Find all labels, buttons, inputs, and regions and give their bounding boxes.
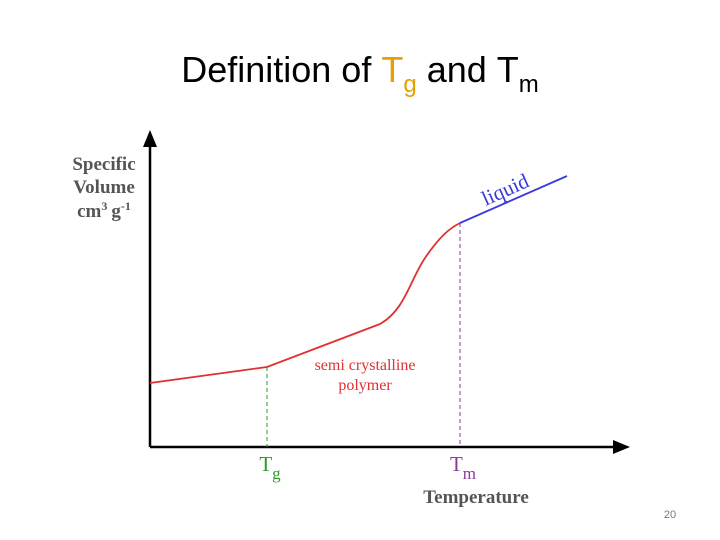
curve-label: semi crystalline bbox=[315, 357, 416, 374]
title-subscript: m bbox=[519, 71, 539, 98]
unit-part: g bbox=[111, 201, 121, 222]
title-text: Definition of bbox=[181, 49, 372, 90]
tg-label: Tg bbox=[259, 452, 281, 483]
unit-part: -1 bbox=[121, 199, 131, 213]
y-label-line: Volume bbox=[73, 177, 135, 198]
y-axis-arrow bbox=[143, 130, 157, 147]
liquid-label: liquid bbox=[478, 168, 533, 210]
title-text: T bbox=[381, 49, 403, 90]
x-axis-label: Temperature bbox=[423, 487, 529, 508]
y-axis-label: Specific Volume cm3 g-1 bbox=[72, 154, 135, 222]
tm-label: Tm bbox=[450, 452, 476, 483]
unit-part: 3 bbox=[101, 199, 107, 213]
title-text: T bbox=[497, 49, 519, 90]
tm-t: T bbox=[450, 452, 463, 476]
polymer-curve bbox=[149, 222, 461, 384]
page-number: 20 bbox=[664, 509, 676, 521]
unit-part: cm bbox=[77, 201, 101, 222]
curve-label: polymer bbox=[338, 377, 392, 394]
y-label-line: Specific bbox=[72, 154, 135, 175]
title-subscript: g bbox=[403, 71, 416, 98]
tm-sub: m bbox=[463, 464, 476, 483]
tg-t: T bbox=[259, 452, 272, 476]
title-text: and bbox=[427, 49, 487, 90]
tg-sub: g bbox=[272, 464, 281, 483]
y-label-unit: cm3 g-1 bbox=[77, 199, 131, 222]
x-axis-arrow bbox=[613, 440, 630, 454]
liquid-line bbox=[459, 175, 568, 224]
slide-title: Definition of Tg and Tm bbox=[181, 49, 539, 98]
